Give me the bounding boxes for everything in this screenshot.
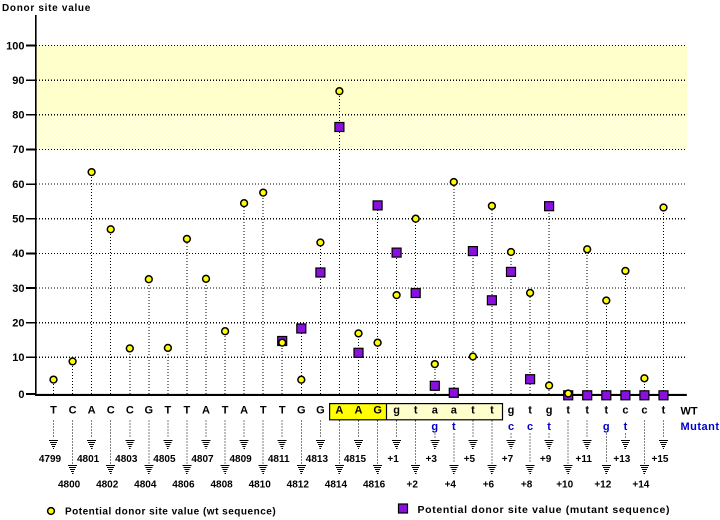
svg-text:4811: 4811 [268, 454, 290, 465]
svg-text:+5: +5 [464, 454, 476, 465]
svg-text:+11: +11 [575, 454, 592, 465]
svg-text:4803: 4803 [115, 454, 138, 465]
svg-text:+12: +12 [594, 480, 611, 491]
svg-text:g: g [546, 405, 553, 417]
svg-text:4806: 4806 [172, 480, 195, 491]
svg-text:+4: +4 [445, 480, 457, 491]
svg-text:100: 100 [6, 40, 24, 52]
svg-text:T: T [184, 405, 191, 417]
svg-text:60: 60 [12, 179, 24, 191]
svg-text:+6: +6 [483, 480, 495, 491]
svg-text:80: 80 [12, 110, 24, 122]
svg-text:g: g [508, 405, 515, 417]
svg-text:t: t [490, 405, 494, 417]
svg-text:4816: 4816 [363, 480, 386, 491]
svg-text:t: t [452, 421, 456, 433]
svg-text:G: G [316, 405, 325, 417]
svg-text:T: T [279, 405, 286, 417]
svg-text:C: C [107, 405, 115, 417]
svg-text:+9: +9 [540, 454, 552, 465]
svg-text:t: t [604, 405, 608, 417]
svg-text:70: 70 [12, 144, 24, 156]
svg-text:t: t [566, 405, 570, 417]
svg-text:4813: 4813 [306, 454, 329, 465]
svg-text:4800: 4800 [58, 480, 81, 491]
svg-text:4802: 4802 [96, 480, 119, 491]
svg-text:G: G [297, 405, 306, 417]
svg-text:90: 90 [12, 75, 24, 87]
svg-text:+1: +1 [387, 454, 399, 465]
svg-text:4799: 4799 [39, 454, 62, 465]
svg-text:4807: 4807 [191, 454, 214, 465]
svg-text:A: A [88, 405, 96, 417]
svg-text:4809: 4809 [229, 454, 252, 465]
svg-text:g: g [603, 421, 610, 433]
svg-text:+7: +7 [502, 454, 514, 465]
svg-text:+15: +15 [652, 454, 669, 465]
svg-text:t: t [528, 405, 532, 417]
svg-text:A: A [202, 405, 210, 417]
svg-text:+3: +3 [426, 454, 438, 465]
svg-text:G: G [145, 405, 154, 417]
svg-text:10: 10 [12, 352, 24, 364]
svg-text:c: c [622, 405, 628, 417]
svg-text:G: G [373, 405, 382, 417]
svg-text:c: c [527, 421, 533, 433]
svg-text:Donor site value: Donor site value [2, 3, 91, 14]
svg-text:t: t [547, 421, 551, 433]
svg-text:+8: +8 [521, 480, 533, 491]
svg-text:4810: 4810 [249, 480, 272, 491]
svg-text:A: A [335, 405, 343, 417]
svg-text:+2: +2 [406, 480, 418, 491]
svg-text:T: T [222, 405, 229, 417]
svg-text:30: 30 [12, 283, 24, 295]
svg-text:C: C [126, 405, 134, 417]
svg-text:C: C [69, 405, 77, 417]
svg-text:T: T [50, 405, 57, 417]
svg-text:c: c [641, 405, 647, 417]
svg-text:a: a [451, 405, 458, 417]
svg-text:t: t [471, 405, 475, 417]
svg-text:4804: 4804 [134, 480, 157, 491]
svg-text:20: 20 [12, 318, 24, 330]
svg-text:Mutant: Mutant [681, 421, 720, 433]
svg-text:a: a [432, 405, 439, 417]
svg-text:T: T [165, 405, 172, 417]
svg-text:4815: 4815 [344, 454, 367, 465]
svg-text:4805: 4805 [153, 454, 176, 465]
svg-text:Potential donor site value (wt: Potential donor site value (wt sequence) [65, 507, 276, 518]
svg-text:T: T [260, 405, 267, 417]
svg-text:4801: 4801 [77, 454, 100, 465]
svg-text:A: A [240, 405, 248, 417]
svg-text:c: c [508, 421, 514, 433]
svg-text:g: g [393, 405, 400, 417]
svg-text:+10: +10 [556, 480, 573, 491]
svg-text:40: 40 [12, 248, 24, 260]
svg-text:+13: +13 [613, 454, 630, 465]
svg-text:A: A [355, 405, 363, 417]
svg-text:WT: WT [681, 406, 698, 418]
svg-text:0: 0 [18, 389, 24, 401]
svg-text:4808: 4808 [210, 480, 233, 491]
svg-text:+14: +14 [632, 480, 649, 491]
svg-text:g: g [431, 421, 438, 433]
svg-text:t: t [624, 421, 628, 433]
svg-text:4812: 4812 [287, 480, 310, 491]
svg-text:50: 50 [12, 214, 24, 226]
svg-text:4814: 4814 [325, 480, 348, 491]
svg-text:t: t [414, 405, 418, 417]
svg-text:Potential donor site value (mu: Potential donor site value (mutant seque… [418, 504, 671, 516]
svg-text:t: t [662, 405, 666, 417]
svg-text:t: t [585, 405, 589, 417]
